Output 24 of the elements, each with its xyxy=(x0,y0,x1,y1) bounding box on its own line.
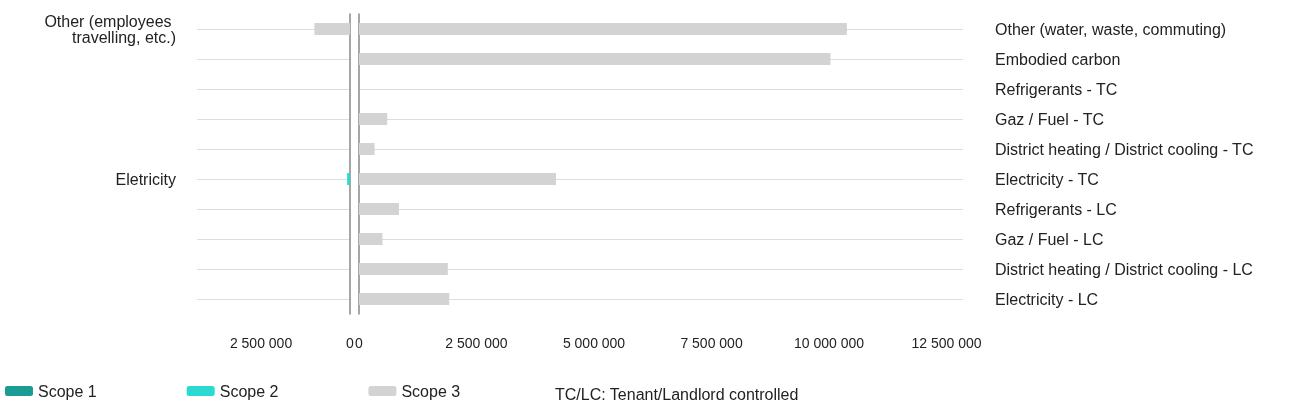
x-tick-label: 7 500 000 xyxy=(680,335,743,351)
y-tick-label: District heating / District cooling - LC xyxy=(995,260,1253,278)
y-tick-label: Gaz / Fuel - TC xyxy=(995,110,1105,128)
y-tick-label: Electricity - LC xyxy=(995,290,1099,308)
x-tick-label: 2 500 000 xyxy=(229,335,293,351)
y-tick-label: Refrigerants - TC xyxy=(995,80,1118,98)
x-tick-label: 2 500 000 xyxy=(445,335,508,351)
legend-label: Scope 2 xyxy=(219,382,279,400)
x-tick-label: 0 xyxy=(355,335,364,351)
legend-label: Scope 1 xyxy=(38,382,97,400)
y-tick-label: Other (water, waste, commuting) xyxy=(995,20,1227,38)
x-tick-label: 0 xyxy=(346,335,355,351)
x-tick-label: 10 000 000 xyxy=(794,335,865,351)
y-tick-label: District heating / District cooling - TC xyxy=(995,140,1254,158)
y-tick-label: Refrigerants - LC xyxy=(995,200,1117,218)
y-tick-label: Eletricity xyxy=(115,170,176,188)
x-tick-label: 12 500 000 xyxy=(911,335,982,351)
y-tick-label: Gaz / Fuel - LC xyxy=(995,230,1104,248)
y-tick-label: Other (employees travelling, etc.) xyxy=(44,12,176,46)
y-tick-label: Embodied carbon xyxy=(995,50,1121,68)
text: TC/LC: Tenant/Landlord controlled xyxy=(555,385,799,403)
y-tick-label: Electricity - TC xyxy=(995,170,1099,188)
legend-label: Scope 3 xyxy=(401,382,461,400)
x-tick-label: 5 000 000 xyxy=(562,335,626,351)
